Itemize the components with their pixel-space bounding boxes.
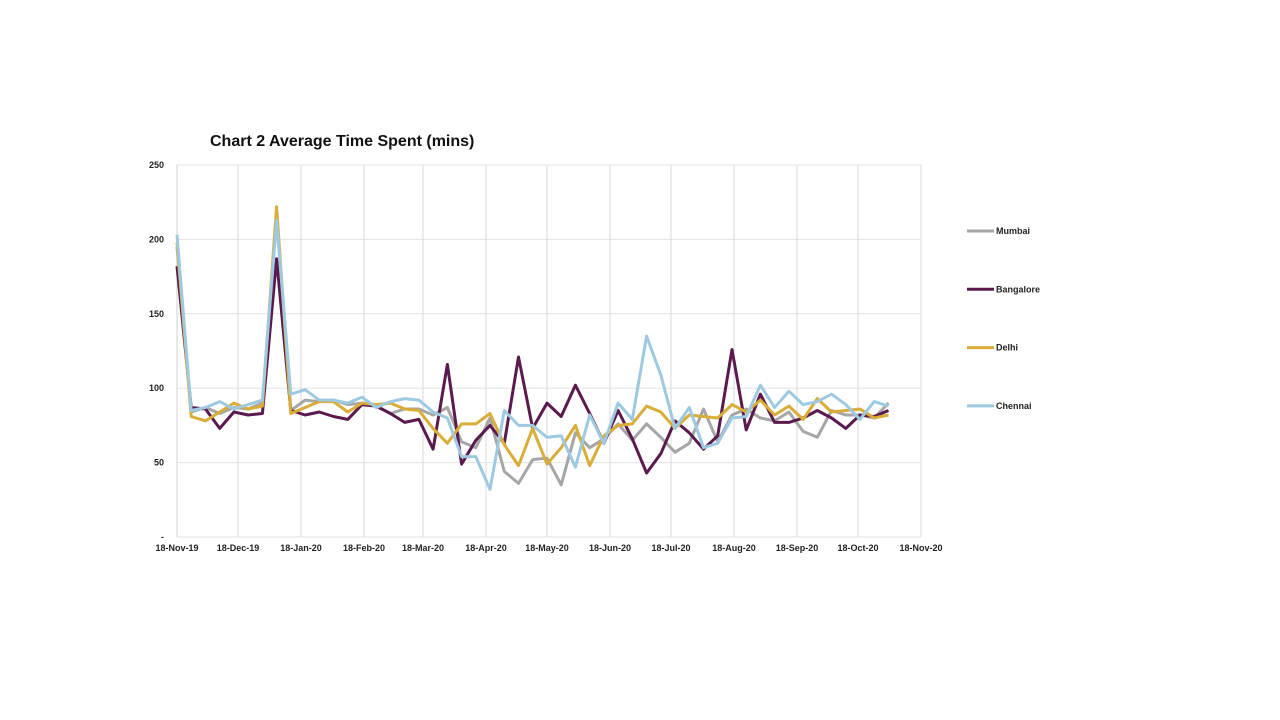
y-tick-label: 100 xyxy=(149,383,164,393)
gridlines xyxy=(176,164,922,538)
x-tick-label: 18-Feb-20 xyxy=(343,543,385,553)
y-tick-label: - xyxy=(161,532,164,542)
y-tick-label: 150 xyxy=(149,309,164,319)
x-tick-label: 18-Apr-20 xyxy=(465,543,507,553)
x-tick-label: 18-Oct-20 xyxy=(837,543,878,553)
x-tick-label: 18-Nov-20 xyxy=(899,543,942,553)
series-line-mumbai xyxy=(175,215,890,487)
y-axis: - 50 100 150 200 250 xyxy=(149,160,164,542)
y-tick-label: 200 xyxy=(149,234,164,244)
legend-label-delhi: Delhi xyxy=(996,343,1018,353)
legend-label-bangalore: Bangalore xyxy=(996,284,1040,294)
x-tick-label: 18-Nov-19 xyxy=(155,543,198,553)
y-tick-label: 250 xyxy=(149,160,164,170)
x-tick-label: 18-Mar-20 xyxy=(402,543,444,553)
y-tick-label: 50 xyxy=(154,458,164,468)
x-tick-label: 18-May-20 xyxy=(525,543,569,553)
legend: Mumbai Bangalore Delhi Chennai xyxy=(967,226,1040,411)
series-lines xyxy=(175,205,890,491)
x-tick-label: 18-Jun-20 xyxy=(589,543,631,553)
x-tick-label: 18-Jul-20 xyxy=(651,543,690,553)
x-tick-label: 18-Dec-19 xyxy=(217,543,260,553)
chart-title: Chart 2 Average Time Spent (mins) xyxy=(210,133,474,150)
x-tick-label: 18-Aug-20 xyxy=(712,543,756,553)
x-tick-label: 18-Sep-20 xyxy=(776,543,819,553)
series-line-chennai xyxy=(175,218,889,491)
x-axis: 18-Nov-19 18-Dec-19 18-Jan-20 18-Feb-20 18-M… xyxy=(155,543,942,553)
series-line-delhi xyxy=(175,205,889,468)
legend-label-mumbai: Mumbai xyxy=(996,226,1030,236)
legend-label-chennai: Chennai xyxy=(996,401,1032,411)
x-tick-label: 18-Jan-20 xyxy=(280,543,322,553)
